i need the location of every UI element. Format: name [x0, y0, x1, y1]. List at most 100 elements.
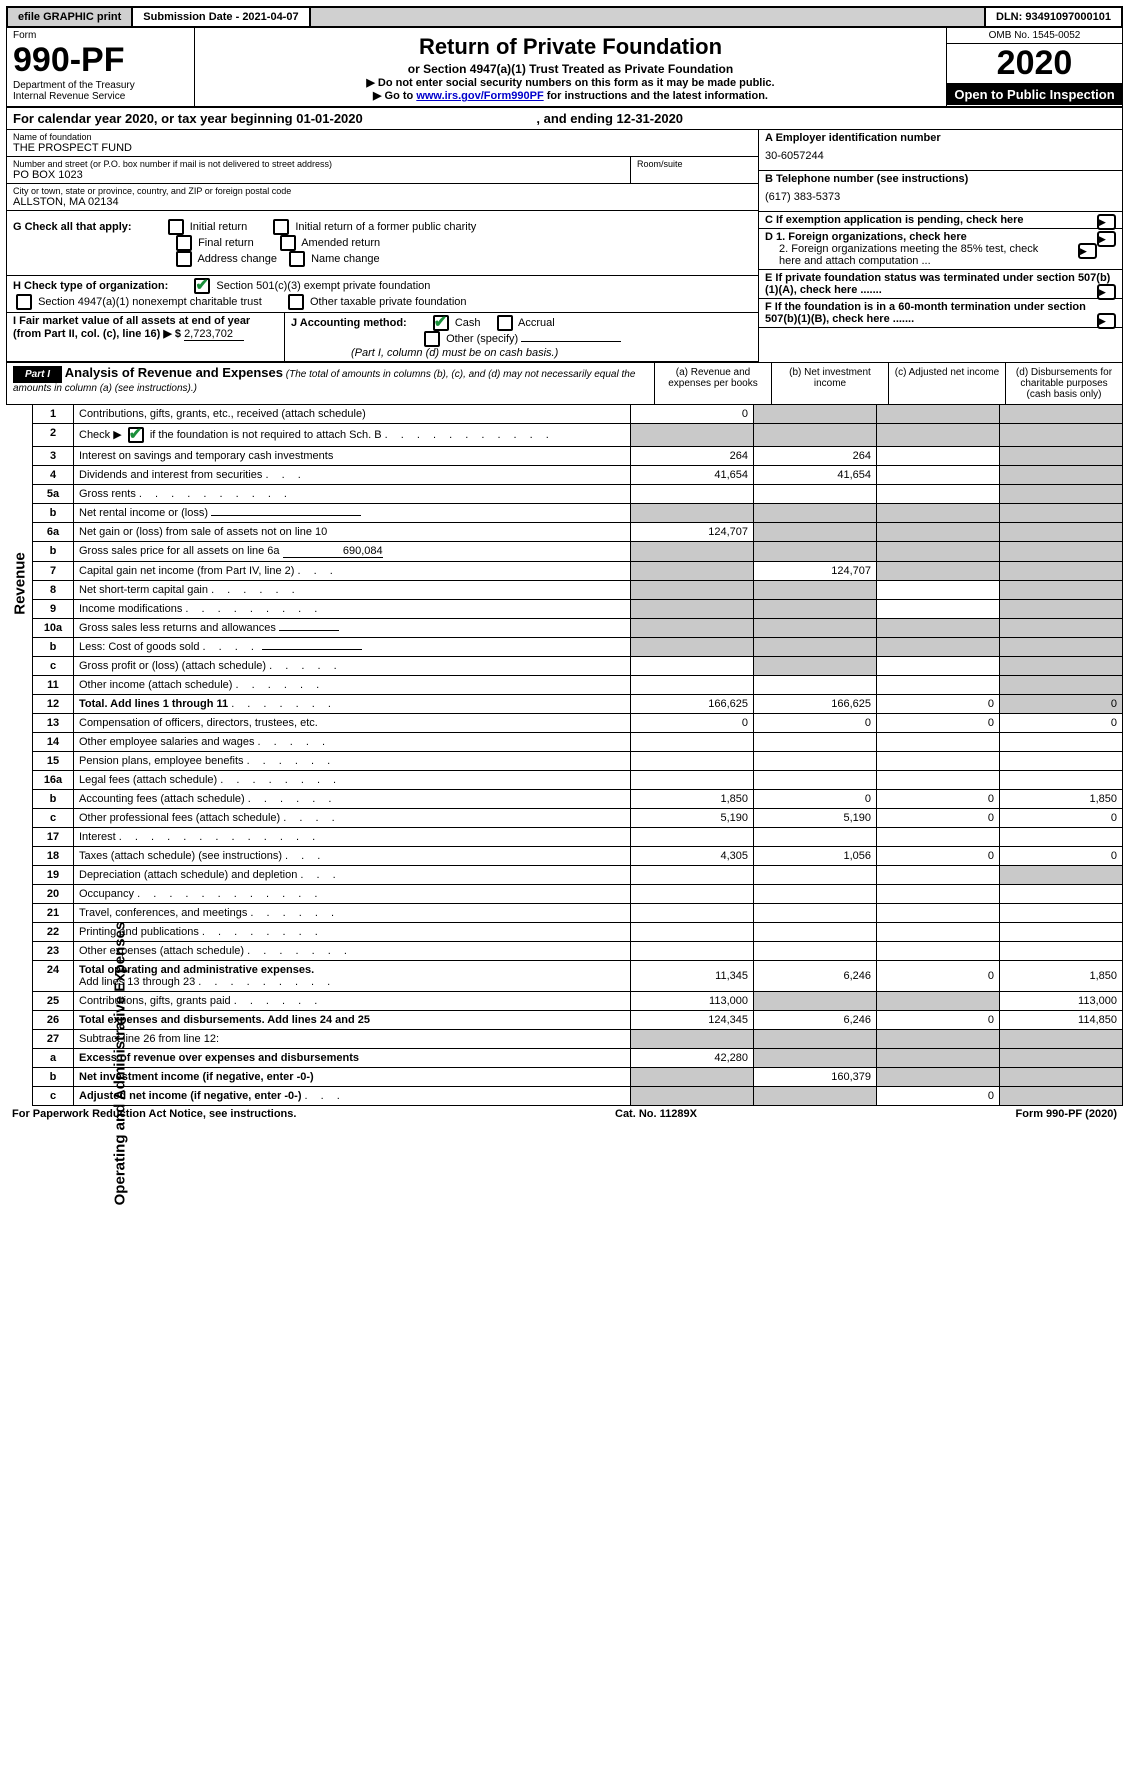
- warning-1: ▶ Do not enter social security numbers o…: [199, 76, 942, 89]
- chk-other-taxable[interactable]: [288, 294, 304, 310]
- fmv-value: 2,723,702: [184, 328, 244, 341]
- street-address: PO BOX 1023: [13, 169, 624, 181]
- entity-info: Name of foundation THE PROSPECT FUND Num…: [6, 130, 1123, 362]
- irs: Internal Revenue Service: [13, 91, 125, 102]
- table-row: 21Travel, conferences, and meetings . . …: [33, 904, 1123, 923]
- table-row: 19Depreciation (attach schedule) and dep…: [33, 866, 1123, 885]
- table-row: 8Net short-term capital gain . . . . . .: [33, 581, 1123, 600]
- table-row: 16aLegal fees (attach schedule) . . . . …: [33, 771, 1123, 790]
- table-row: 17Interest . . . . . . . . . . . . .: [33, 828, 1123, 847]
- box-d2-check[interactable]: [1078, 243, 1097, 259]
- table-row: bLess: Cost of goods sold . . . .: [33, 638, 1123, 657]
- table-row: 12Total. Add lines 1 through 11 . . . . …: [33, 695, 1123, 714]
- chk-address-change[interactable]: [176, 251, 192, 267]
- form-subtitle: or Section 4947(a)(1) Trust Treated as P…: [199, 62, 942, 76]
- room-label: Room/suite: [637, 159, 752, 169]
- table-row: 27Subtract line 26 from line 12:: [33, 1030, 1123, 1049]
- form-label: Form: [13, 30, 36, 41]
- efile-print: efile GRAPHIC print: [8, 8, 133, 26]
- chk-4947[interactable]: [16, 294, 32, 310]
- table-row: bNet investment income (if negative, ent…: [33, 1068, 1123, 1087]
- table-row: bNet rental income or (loss): [33, 504, 1123, 523]
- table-row: 26Total expenses and disbursements. Add …: [33, 1011, 1123, 1030]
- chk-final-return[interactable]: [176, 235, 192, 251]
- city-state-zip: ALLSTON, MA 02134: [13, 196, 752, 208]
- form-number: 990-PF: [13, 41, 125, 79]
- col-b-header: (b) Net investment income: [771, 363, 888, 404]
- expenses-label: Operating and Administrative Expenses: [112, 864, 129, 1264]
- table-row: 6aNet gain or (loss) from sale of assets…: [33, 523, 1123, 542]
- table-row: 23Other expenses (attach schedule) . . .…: [33, 942, 1123, 961]
- dept: Department of the Treasury: [13, 80, 135, 91]
- box-c-check[interactable]: [1097, 214, 1116, 230]
- col-d-header: (d) Disbursements for charitable purpose…: [1005, 363, 1122, 404]
- table-row: 20Occupancy . . . . . . . . . . . .: [33, 885, 1123, 904]
- addr-label: Number and street (or P.O. box number if…: [13, 159, 624, 169]
- box-f-check[interactable]: [1097, 313, 1116, 329]
- inspection-notice: Open to Public Inspection: [947, 84, 1122, 105]
- table-row: aExcess of revenue over expenses and dis…: [33, 1049, 1123, 1068]
- chk-schb[interactable]: [128, 427, 144, 443]
- chk-cash[interactable]: [433, 315, 449, 331]
- part1-table: 1Contributions, gifts, grants, etc., rec…: [32, 405, 1123, 1106]
- ein-value: 30-6057244: [765, 144, 1116, 168]
- warning-2-pre: ▶ Go to: [373, 90, 416, 102]
- chk-initial-former[interactable]: [273, 219, 289, 235]
- chk-501c3[interactable]: [194, 278, 210, 294]
- phone-label: B Telephone number (see instructions): [765, 173, 1116, 185]
- footer-right: Form 990-PF (2020): [1016, 1108, 1117, 1120]
- part1-header: Part I Analysis of Revenue and Expenses …: [6, 362, 1123, 405]
- chk-other-method[interactable]: [424, 331, 440, 347]
- table-row: 24Total operating and administrative exp…: [33, 961, 1123, 992]
- box-g-label: G Check all that apply:: [13, 221, 132, 233]
- name-label: Name of foundation: [13, 132, 752, 142]
- calendar-year-line: For calendar year 2020, or tax year begi…: [6, 108, 1123, 130]
- table-row: 2Check ▶ if the foundation is not requir…: [33, 424, 1123, 447]
- table-row: 11Other income (attach schedule) . . . .…: [33, 676, 1123, 695]
- table-row: 10aGross sales less returns and allowanc…: [33, 619, 1123, 638]
- table-row: 13Compensation of officers, directors, t…: [33, 714, 1123, 733]
- table-row: 1Contributions, gifts, grants, etc., rec…: [33, 405, 1123, 424]
- table-row: 5aGross rents . . . . . . . . . .: [33, 485, 1123, 504]
- irs-link[interactable]: www.irs.gov/Form990PF: [416, 90, 543, 102]
- foundation-name: THE PROSPECT FUND: [13, 142, 752, 154]
- box-j-label: J Accounting method:: [291, 317, 407, 329]
- box-h-label: H Check type of organization:: [13, 280, 168, 292]
- table-row: bGross sales price for all assets on lin…: [33, 542, 1123, 562]
- phone-value: (617) 383-5373: [765, 185, 1116, 209]
- table-row: 15Pension plans, employee benefits . . .…: [33, 752, 1123, 771]
- chk-name-change[interactable]: [289, 251, 305, 267]
- submission-date: Submission Date - 2021-04-07: [133, 8, 310, 26]
- dln: DLN: 93491097000101: [984, 8, 1121, 26]
- box-e-check[interactable]: [1097, 284, 1116, 300]
- chk-initial-return[interactable]: [168, 219, 184, 235]
- revenue-label: Revenue: [12, 484, 29, 684]
- page-footer: For Paperwork Reduction Act Notice, see …: [6, 1106, 1123, 1122]
- table-row: 22Printing and publications . . . . . . …: [33, 923, 1123, 942]
- table-row: cOther professional fees (attach schedul…: [33, 809, 1123, 828]
- part1-tab: Part I: [13, 366, 62, 383]
- table-row: 9Income modifications . . . . . . . . .: [33, 600, 1123, 619]
- box-f: F If the foundation is in a 60-month ter…: [765, 301, 1086, 325]
- warning-2-post: for instructions and the latest informat…: [544, 90, 768, 102]
- form-title: Return of Private Foundation: [199, 34, 942, 60]
- col-c-header: (c) Adjusted net income: [888, 363, 1005, 404]
- table-row: 18Taxes (attach schedule) (see instructi…: [33, 847, 1123, 866]
- table-row: cAdjusted net income (if negative, enter…: [33, 1087, 1123, 1106]
- table-row: 4Dividends and interest from securities …: [33, 466, 1123, 485]
- table-row: 25Contributions, gifts, grants paid . . …: [33, 992, 1123, 1011]
- footer-mid: Cat. No. 11289X: [615, 1108, 697, 1120]
- table-row: cGross profit or (loss) (attach schedule…: [33, 657, 1123, 676]
- omb-number: OMB No. 1545-0052: [947, 28, 1122, 44]
- box-d1-check[interactable]: [1097, 231, 1116, 247]
- tax-year: 2020: [947, 44, 1122, 84]
- form-header: Form 990-PF Department of the Treasury I…: [6, 28, 1123, 108]
- box-c: C If exemption application is pending, c…: [765, 214, 1024, 226]
- box-e: E If private foundation status was termi…: [765, 272, 1110, 296]
- part1-title: Analysis of Revenue and Expenses: [65, 365, 283, 380]
- ein-label: A Employer identification number: [765, 132, 1116, 144]
- chk-accrual[interactable]: [497, 315, 513, 331]
- table-row: 14Other employee salaries and wages . . …: [33, 733, 1123, 752]
- chk-amended-return[interactable]: [280, 235, 296, 251]
- city-label: City or town, state or province, country…: [13, 186, 752, 196]
